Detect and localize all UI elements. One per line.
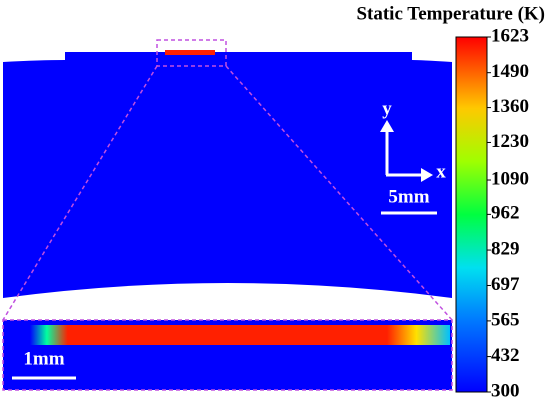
zoom-box bbox=[156, 39, 227, 67]
hot-strip bbox=[165, 50, 215, 55]
colorbar bbox=[455, 36, 488, 393]
chart-title: Static Temperature (K) bbox=[356, 3, 545, 24]
scale-label: 1mm bbox=[23, 348, 64, 369]
colorbar-tick-label: 1360 bbox=[491, 96, 529, 117]
colorbar-tick-label: 829 bbox=[491, 238, 520, 259]
arrow-head bbox=[421, 168, 433, 182]
axis-label: y bbox=[382, 98, 392, 119]
axis-label: x bbox=[436, 161, 446, 182]
colorbar-tick-label: 1623 bbox=[491, 25, 529, 46]
colorbar-tick-label: 565 bbox=[491, 309, 520, 330]
colorbar-tick-label: 1090 bbox=[491, 168, 529, 189]
zoom-line bbox=[2, 65, 158, 321]
inset-band bbox=[30, 325, 450, 345]
arrow-head bbox=[380, 120, 394, 132]
domain bbox=[3, 52, 452, 298]
inset-frame bbox=[2, 319, 453, 391]
colorbar-tick-label: 1490 bbox=[491, 61, 529, 82]
colorbar-tick-label: 432 bbox=[491, 345, 520, 366]
scale-label: 5mm bbox=[388, 186, 429, 207]
colorbar-tick-label: 300 bbox=[491, 380, 520, 401]
colorbar-tick-label: 697 bbox=[491, 274, 520, 295]
zoom-line bbox=[225, 65, 453, 321]
colorbar-tick-label: 1230 bbox=[491, 131, 529, 152]
colorbar-tick-label: 962 bbox=[491, 203, 520, 224]
